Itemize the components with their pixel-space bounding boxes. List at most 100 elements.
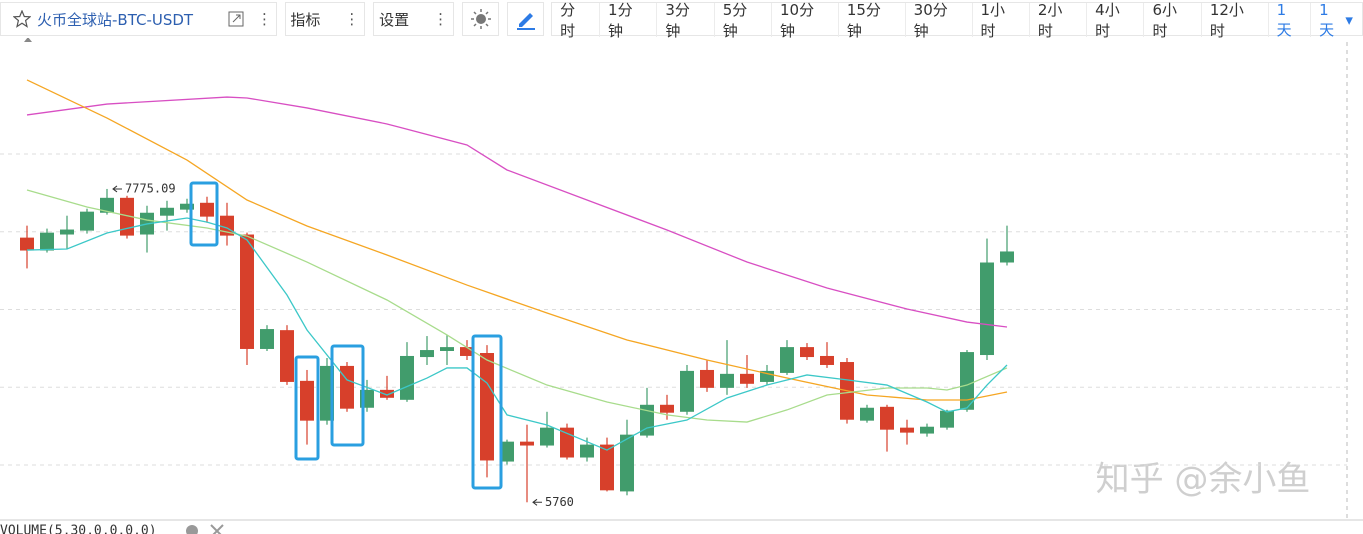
- timeframe-label: 4小时: [1095, 1, 1120, 40]
- timeframe-option[interactable]: 5分钟: [713, 1, 771, 40]
- timeframe-option[interactable]: 10分钟: [771, 1, 838, 40]
- candle-body: [680, 370, 694, 412]
- candle-body: [100, 197, 114, 213]
- candle-body: [1000, 251, 1014, 263]
- candle-body: [580, 444, 594, 458]
- candle-body: [260, 329, 274, 349]
- candle-body: [340, 365, 354, 409]
- timeframe-label: 1小时: [980, 1, 1006, 40]
- moving-average-line: [26, 96, 1008, 328]
- draw-button[interactable]: [507, 2, 545, 36]
- candle-body: [480, 353, 494, 461]
- timeframe-option[interactable]: 30分钟: [904, 1, 972, 40]
- popout-icon[interactable]: [227, 10, 245, 28]
- indicator-button[interactable]: 指标 ⋮: [285, 2, 365, 36]
- moving-average-line: [26, 217, 1008, 451]
- candle-body: [440, 347, 454, 351]
- low-annotation: 5760: [545, 495, 574, 509]
- candle-body: [40, 232, 54, 251]
- volume-controls[interactable]: [186, 524, 224, 534]
- toolbar: 火币全球站-BTC-USDT ⋮ 指标 ⋮ 设置 ⋮ 分时 1分钟 3分钟 5分钟 10分钟…: [0, 0, 1363, 40]
- candle-body: [940, 410, 954, 428]
- candle-body: [120, 197, 134, 236]
- timeframe-option[interactable]: 1小时: [971, 1, 1029, 40]
- timeframe-label: 1天: [1276, 0, 1292, 39]
- candle-body: [880, 406, 894, 430]
- button-label: 设置: [379, 10, 410, 29]
- candle-body: [60, 229, 74, 235]
- timeframe-label: 分时: [560, 1, 576, 40]
- timeframe-option[interactable]: 6小时: [1143, 1, 1200, 40]
- candle-body: [500, 441, 514, 462]
- timeframe-label: 1分钟: [608, 1, 633, 40]
- watermark: 知乎 @余小鱼: [1096, 460, 1311, 500]
- candle-body: [820, 355, 834, 365]
- candle-body: [900, 427, 914, 433]
- volume-label: VOLUME(5,30,0,0,0,0): [0, 524, 157, 534]
- theme-button[interactable]: [462, 2, 500, 36]
- high-annotation: 7775.09: [125, 181, 176, 195]
- candle-body: [200, 202, 214, 217]
- candle-body: [520, 441, 534, 446]
- candle-body: [400, 355, 414, 400]
- settings-button[interactable]: 设置 ⋮: [372, 2, 455, 36]
- button-label: 指标: [290, 10, 321, 29]
- timeframe-label: 2小时: [1037, 1, 1063, 40]
- candle-body: [600, 444, 614, 491]
- timeframe-option[interactable]: 1分钟: [599, 1, 656, 40]
- candle-body: [80, 211, 94, 231]
- candle-body: [860, 407, 874, 421]
- candle-body: [980, 262, 994, 356]
- highlight-boxes: [189, 181, 503, 490]
- timeframe-option[interactable]: 2小时: [1028, 1, 1086, 40]
- timeframe-label: 30分钟: [913, 1, 948, 40]
- candle-body: [960, 352, 974, 410]
- candle-body: [720, 373, 734, 388]
- candle-body: [180, 203, 194, 210]
- pencil-icon: [516, 13, 535, 30]
- annotation-arrow: [112, 185, 122, 193]
- candle-body: [700, 369, 714, 388]
- timeframe-label: 1天: [1319, 0, 1335, 39]
- timeframe-label: 6小时: [1152, 1, 1178, 40]
- candle-body: [740, 373, 754, 384]
- candle-body: [760, 370, 774, 382]
- candle-body: [800, 347, 814, 358]
- timeframe-label: 3分钟: [665, 1, 690, 40]
- moving-average-line: [26, 79, 1008, 401]
- timeframe-label: 12小时: [1209, 1, 1244, 40]
- collapse-arrow[interactable]: [24, 37, 32, 42]
- candle-body: [620, 434, 634, 492]
- candle-body: [420, 350, 434, 358]
- candle-body: [660, 404, 674, 413]
- candle-body: [380, 389, 394, 398]
- dropdown-caret: ▾: [1345, 11, 1353, 29]
- symbol-title: 火币全球站-BTC-USDT: [37, 10, 194, 29]
- candle-body: [240, 234, 254, 349]
- timeframe-option[interactable]: 3分钟: [656, 1, 713, 40]
- timeframe-option[interactable]: 4小时: [1086, 1, 1143, 40]
- candle-body: [780, 347, 794, 373]
- candle-body: [20, 237, 34, 251]
- candle-body: [540, 427, 554, 446]
- timeframe-label: 10分钟: [780, 1, 815, 40]
- annotation-arrow: [532, 498, 542, 506]
- timeframe-option[interactable]: 15分钟: [837, 1, 905, 40]
- timeframe-option[interactable]: 1天 ▾: [1310, 0, 1362, 39]
- candle-body: [160, 207, 174, 216]
- timeframe-bar: 分时 1分钟 3分钟 5分钟 10分钟 15分钟 30分钟 1小时 2小时 4小时 6小时 12小时 1…: [551, 0, 1363, 40]
- timeframe-option[interactable]: 1天: [1267, 0, 1310, 39]
- candle-body: [460, 347, 474, 356]
- timeframe-option[interactable]: 分时: [552, 1, 599, 40]
- star-icon[interactable]: [13, 10, 31, 28]
- timeframe-option[interactable]: 12小时: [1200, 1, 1268, 40]
- candle-body: [560, 427, 574, 458]
- sun-icon: [470, 9, 491, 29]
- menu-dots[interactable]: ⋮: [257, 10, 272, 28]
- candle-body: [300, 380, 314, 421]
- moving-average-line: [26, 189, 1008, 423]
- symbol-cell[interactable]: 火币全球站-BTC-USDT ⋮: [0, 2, 278, 36]
- candle-body: [920, 426, 934, 434]
